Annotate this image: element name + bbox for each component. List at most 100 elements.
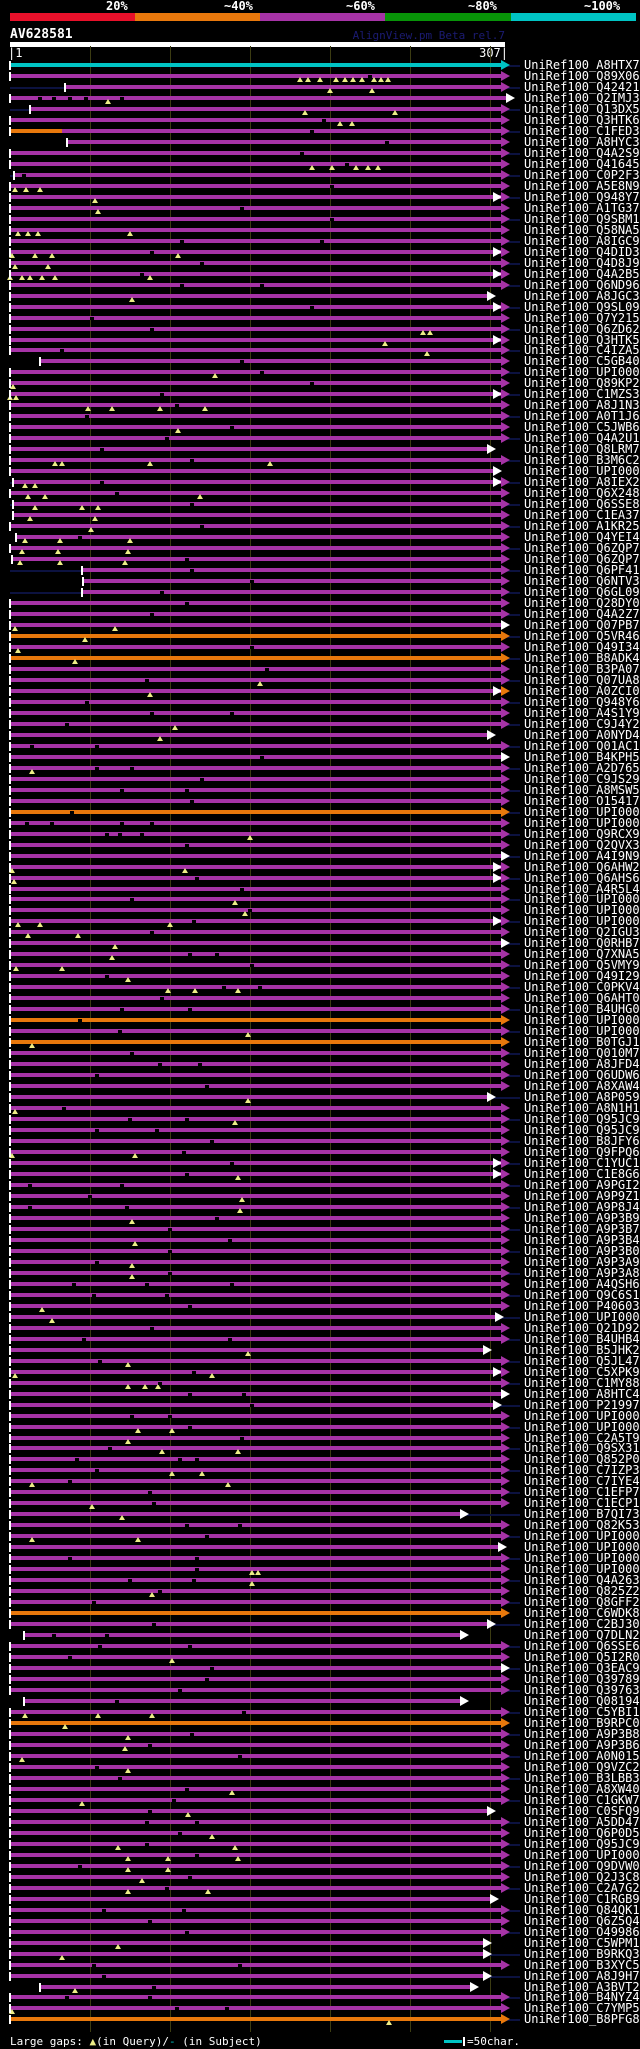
hit-label[interactable]: UniRef100_Q42421: [524, 79, 640, 94]
hit-label[interactable]: UniRef100_Q3EAC9: [524, 1661, 640, 1676]
hit-label[interactable]: UniRef100_C0PKV4: [524, 980, 640, 995]
hit-label[interactable]: UniRef100_Q6ZD62: [524, 321, 640, 336]
hit-label[interactable]: UniRef100_Q6ZQP7: [524, 552, 640, 567]
hit-label[interactable]: UniRef100_A8JGC3: [524, 288, 640, 303]
hit-bar[interactable]: [10, 271, 501, 276]
hit-label[interactable]: UniRef100_Q8GFF2: [524, 1595, 640, 1610]
hit-bar[interactable]: [10, 1512, 460, 1517]
hit-label[interactable]: UniRef100_Q49I29: [524, 969, 640, 984]
hit-bar[interactable]: [10, 1051, 501, 1056]
hit-label[interactable]: UniRef100_B9RPC0: [524, 1715, 640, 1730]
hit-bar[interactable]: [10, 1413, 501, 1418]
hit-label[interactable]: UniRef100_Q6GL09: [524, 585, 640, 600]
hit-label[interactable]: UniRef100_Q4A2U1: [524, 431, 640, 446]
hit-bar[interactable]: [10, 436, 501, 441]
hit-bar[interactable]: [10, 1819, 501, 1824]
hit-label[interactable]: UniRef100_A2D765: [524, 760, 640, 775]
hit-bar[interactable]: [10, 1611, 501, 1616]
hit-bar[interactable]: [10, 1391, 501, 1396]
hit-bar[interactable]: [10, 1073, 501, 1078]
hit-bar[interactable]: [10, 1270, 501, 1275]
hit-label[interactable]: UniRef100_UPI000..: [524, 1419, 640, 1434]
hit-bar[interactable]: [10, 601, 501, 606]
hit-bar[interactable]: [10, 227, 501, 232]
hit-label[interactable]: UniRef100_UPI000..: [524, 1551, 640, 1566]
hit-label[interactable]: UniRef100_A8IEX2: [524, 475, 640, 490]
hit-label[interactable]: UniRef100_Q6X248: [524, 486, 640, 501]
hit-label[interactable]: UniRef100_Q2IMJ3: [524, 90, 640, 105]
hit-bar[interactable]: [10, 1688, 501, 1693]
hit-label[interactable]: UniRef100_A9P3A8: [524, 1265, 640, 1280]
hit-label[interactable]: UniRef100_Q39789: [524, 1672, 640, 1687]
hit-bar[interactable]: [10, 1764, 501, 1769]
hit-bar[interactable]: [10, 732, 487, 737]
hit-label[interactable]: UniRef100_C1EFP7: [524, 1485, 640, 1500]
hit-bar[interactable]: [65, 84, 501, 89]
hit-label[interactable]: UniRef100_B4UHG0: [524, 1002, 640, 1017]
hit-bar[interactable]: [10, 1347, 483, 1352]
hit-bar[interactable]: [10, 183, 501, 188]
hit-bar[interactable]: [10, 952, 501, 957]
hit-bar[interactable]: [10, 1556, 501, 1561]
hit-label[interactable]: UniRef100_A4S1Y9: [524, 705, 640, 720]
hit-label[interactable]: UniRef100_A4I9N9: [524, 848, 640, 863]
hit-label[interactable]: UniRef100_Q9SX31: [524, 1441, 640, 1456]
hit-bar[interactable]: [10, 1479, 501, 1484]
hit-label[interactable]: UniRef100_Q825Z2: [524, 1584, 640, 1599]
hit-label[interactable]: UniRef100_B4NYZ4: [524, 1990, 640, 2005]
hit-label[interactable]: UniRef100_O49986: [524, 1924, 640, 1939]
hit-label[interactable]: UniRef100_Q4D8J9: [524, 255, 640, 270]
hit-bar[interactable]: [10, 831, 501, 836]
hit-label[interactable]: UniRef100_A5E8N9: [524, 178, 640, 193]
hit-label[interactable]: UniRef100_UPI000..: [524, 365, 640, 380]
hit-bar[interactable]: [10, 194, 501, 199]
hit-label[interactable]: UniRef100_B4UHB4: [524, 1331, 640, 1346]
hit-bar[interactable]: [10, 1237, 501, 1242]
hit-bar[interactable]: [62, 128, 501, 133]
hit-bar[interactable]: [10, 699, 501, 704]
hit-label[interactable]: UniRef100_A0T1J6: [524, 409, 640, 424]
hit-bar[interactable]: [10, 1029, 501, 1034]
hit-bar[interactable]: [10, 1150, 501, 1155]
hit-label[interactable]: UniRef100_B9RKQ3: [524, 1946, 640, 1961]
hit-bar[interactable]: [10, 1940, 483, 1945]
hit-bar[interactable]: [10, 974, 501, 979]
hit-bar[interactable]: [40, 359, 501, 364]
hit-bar[interactable]: [10, 524, 501, 529]
hit-bar[interactable]: [10, 985, 501, 990]
hit-bar[interactable]: [83, 579, 501, 584]
hit-bar[interactable]: [10, 1951, 483, 1956]
hit-label[interactable]: UniRef100_Q010M7: [524, 1046, 640, 1061]
hit-label[interactable]: UniRef100_Q95JC9-3: [524, 1123, 640, 1138]
hit-label[interactable]: UniRef100_Q4A263: [524, 1573, 640, 1588]
hit-label[interactable]: UniRef100_C7YMP5: [524, 2001, 640, 2016]
hit-bar[interactable]: [10, 128, 62, 133]
hit-label[interactable]: UniRef100_C2A5T9: [524, 1430, 640, 1445]
hit-label[interactable]: UniRef100_C1ECP1: [524, 1496, 640, 1511]
hit-label[interactable]: UniRef100_UPI000..: [524, 903, 640, 918]
hit-label[interactable]: UniRef100_C5GB40: [524, 354, 640, 369]
hit-label[interactable]: UniRef100_A8IGC9: [524, 233, 640, 248]
hit-label[interactable]: UniRef100_Q2J3C8: [524, 1869, 640, 1884]
hit-bar[interactable]: [10, 1896, 490, 1901]
hit-label[interactable]: UniRef100_C5WPM1: [524, 1935, 640, 1950]
hit-bar[interactable]: [10, 1666, 501, 1671]
hit-label[interactable]: UniRef100_C1E8G6: [524, 1166, 640, 1181]
hit-bar[interactable]: [10, 2006, 501, 2011]
hit-bar[interactable]: [82, 568, 501, 573]
hit-bar[interactable]: [10, 622, 501, 627]
hit-label[interactable]: UniRef100_Q58NA5: [524, 222, 640, 237]
hit-label[interactable]: UniRef100_Q28DY0: [524, 596, 640, 611]
hit-bar[interactable]: [14, 172, 501, 177]
hit-bar[interactable]: [10, 117, 501, 122]
hit-label[interactable]: UniRef100_UPI000..: [524, 1408, 640, 1423]
hit-label[interactable]: UniRef100_Q6AHS6: [524, 870, 640, 885]
hit-label[interactable]: UniRef100_Q9SBM1: [524, 211, 640, 226]
hit-bar[interactable]: [10, 1710, 501, 1714]
hit-label[interactable]: UniRef100_C5YBI1: [524, 1705, 640, 1719]
hit-bar[interactable]: [10, 677, 501, 682]
hit-label[interactable]: UniRef100_A0NYD4: [524, 727, 640, 742]
hit-label[interactable]: UniRef100_Q4DID3: [524, 244, 640, 259]
hit-label[interactable]: UniRef100_Q01AC1: [524, 738, 640, 753]
hit-bar[interactable]: [24, 1699, 460, 1704]
